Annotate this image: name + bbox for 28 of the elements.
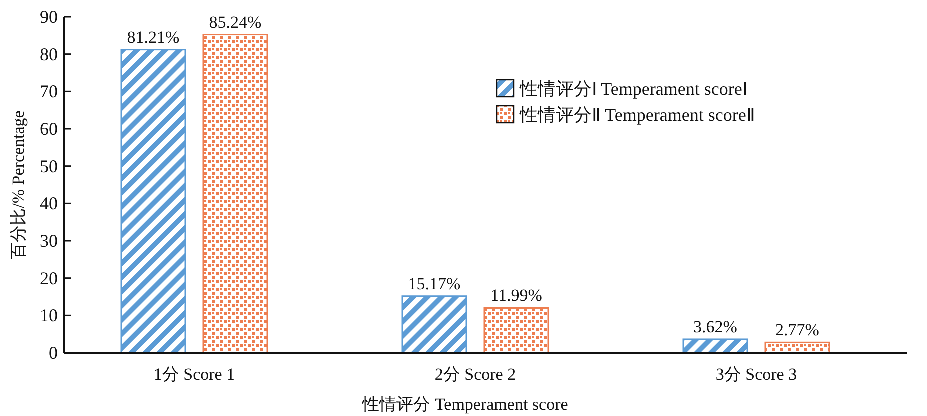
y-tick-label: 50 [40,156,58,176]
x-tick-label: 2分 Score 2 [434,365,516,384]
data-label: 11.99% [490,286,542,306]
x-axis-title: 性情评分 Temperament score [362,395,568,414]
y-tick-label: 20 [40,268,58,288]
data-label: 81.21% [127,28,180,47]
y-tick-label: 0 [49,343,58,363]
data-label: 85.24% [209,12,262,32]
y-tick-label: 30 [40,231,58,251]
y-axis-title: 百分比/% Percentage [9,110,28,260]
bar [202,34,268,354]
data-label: 3.62% [694,317,738,336]
legend-label: 性情评分Ⅱ Temperament scoreⅡ [519,105,756,125]
data-label: 15.17% [408,274,461,294]
x-tick-label: 1分 Score 1 [154,365,236,384]
y-tick-label: 90 [40,7,58,27]
data-label: 2.77% [776,320,820,340]
y-tick-label: 40 [40,194,58,214]
bar [402,296,468,354]
bar [120,49,186,354]
y-tick-label: 80 [40,44,58,64]
y-tick-label: 60 [40,119,58,139]
bar [484,307,550,354]
legend-label: 性情评分Ⅰ Temperament scoreⅠ [519,79,748,99]
bar [682,338,748,354]
y-tick-label: 10 [40,306,58,326]
x-tick-label: 3分 Score 3 [716,365,798,384]
y-tick-label: 70 [40,82,58,102]
